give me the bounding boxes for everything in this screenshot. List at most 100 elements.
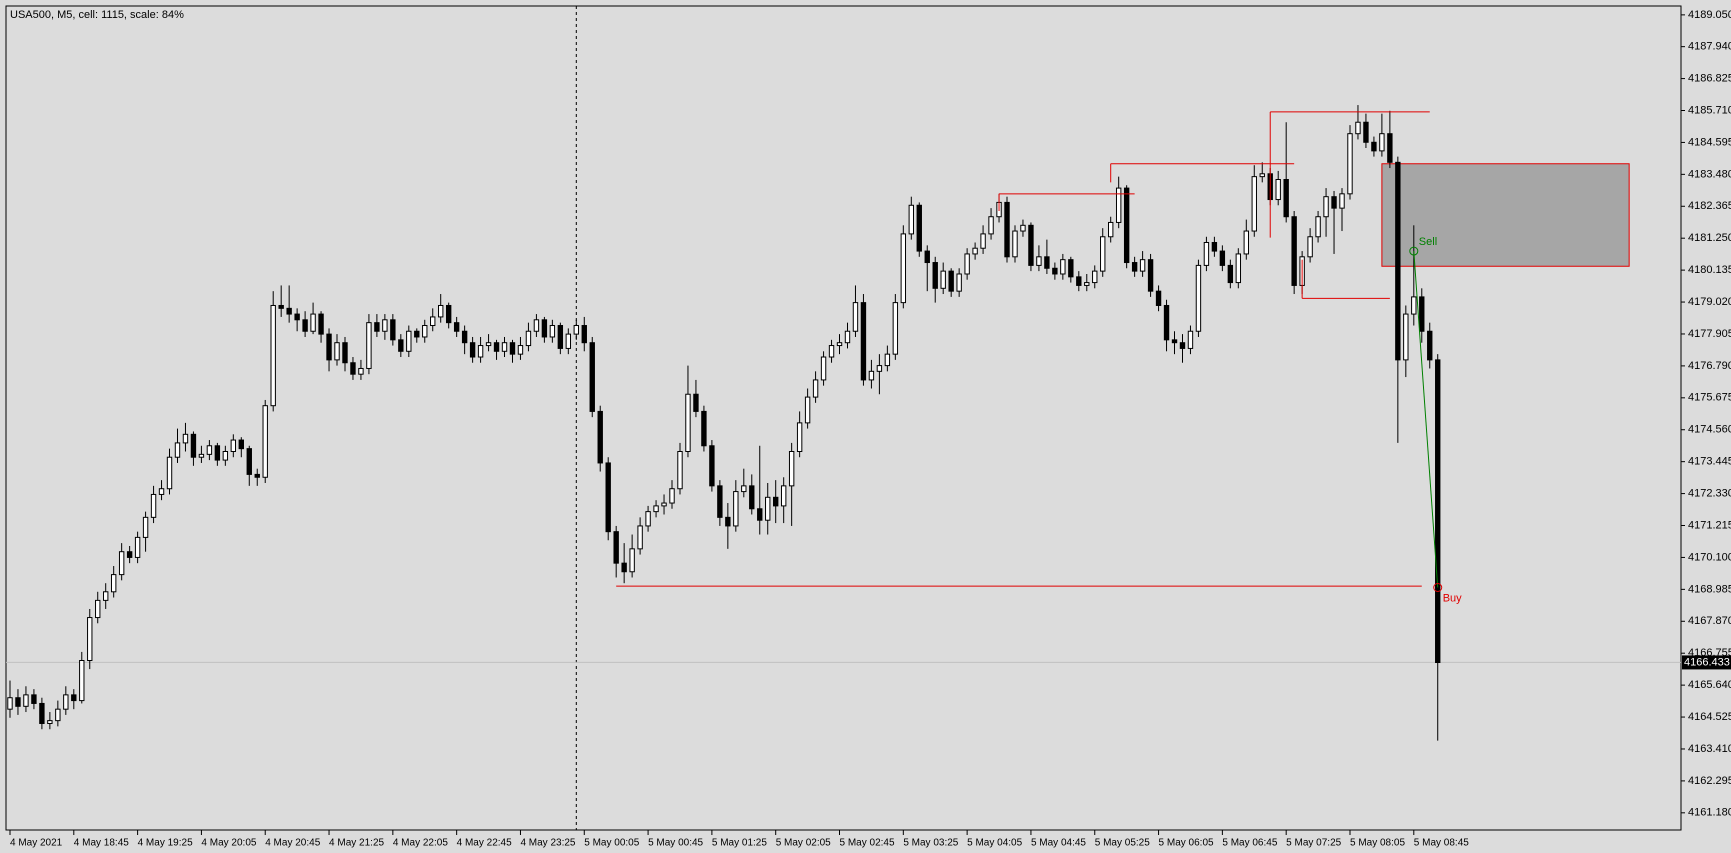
candle-body <box>1203 241 1210 266</box>
signal-marker <box>1433 582 1443 592</box>
candle-body <box>549 325 556 338</box>
candle-body <box>39 702 45 724</box>
candle-body <box>749 485 755 510</box>
candle-body <box>350 362 356 375</box>
candle-body <box>956 273 962 292</box>
candle-body <box>812 379 819 398</box>
candle-body <box>717 485 723 518</box>
candle-body <box>1331 196 1337 209</box>
plot-frame <box>5 5 1682 831</box>
candle-body <box>741 485 747 493</box>
candle-body <box>868 370 875 381</box>
candle-body <box>844 330 851 344</box>
x-tick-label: 5 May 00:45 <box>648 838 703 849</box>
chart-title: USA500, M5, cell: 1115, scale: 84% <box>10 9 184 21</box>
x-tick-label: 5 May 02:05 <box>776 838 831 849</box>
candle-body <box>238 439 244 450</box>
x-tick-label: 5 May 01:25 <box>712 838 767 849</box>
candle-body <box>828 345 835 358</box>
candle-body <box>334 342 340 361</box>
y-tick-label: 4173.445 <box>1688 456 1731 468</box>
candle-body <box>565 333 572 349</box>
y-tick-label: 4179.020 <box>1688 296 1731 308</box>
candle-body <box>406 330 412 352</box>
y-tick-label: 4182.365 <box>1688 200 1731 212</box>
candle-body <box>222 450 229 461</box>
x-tick-label: 5 May 02:45 <box>840 838 895 849</box>
candle-body <box>1435 359 1441 664</box>
candle-body <box>286 307 292 315</box>
candle-body <box>1427 330 1433 361</box>
y-tick-label: 4186.825 <box>1688 72 1731 84</box>
candle-body <box>71 694 77 702</box>
y-tick-label: 4162.295 <box>1688 775 1731 787</box>
candle-body <box>884 353 891 367</box>
candle-body <box>1036 256 1042 266</box>
candle-body <box>302 319 308 332</box>
zone <box>1381 163 1630 267</box>
y-tick-label: 4161.180 <box>1688 807 1731 819</box>
x-tick-label: 5 May 08:05 <box>1350 838 1405 849</box>
x-tick-label: 4 May 20:45 <box>265 838 320 849</box>
candle-body <box>661 502 667 507</box>
x-tick-label: 4 May 22:45 <box>457 838 512 849</box>
candle-body <box>31 694 37 704</box>
candle-body <box>1355 121 1361 135</box>
candle-body <box>1187 330 1194 349</box>
y-tick-label: 4181.250 <box>1688 232 1731 244</box>
candle-body <box>1004 201 1010 258</box>
candle-body <box>1403 313 1409 361</box>
candle-body <box>7 697 13 710</box>
candle-body <box>701 410 707 447</box>
y-tick-label: 4180.135 <box>1688 264 1731 276</box>
candle-body <box>773 496 779 507</box>
candle-body <box>1339 193 1345 209</box>
candle-body <box>940 270 946 289</box>
y-tick-label: 4171.215 <box>1688 519 1731 531</box>
signal-link <box>1413 251 1439 588</box>
candle-body <box>948 270 954 292</box>
candle-body <box>757 508 763 521</box>
candle-body <box>988 216 994 235</box>
x-tick-label: 4 May 20:05 <box>201 838 256 849</box>
candle-body <box>150 493 157 518</box>
y-tick-label: 4164.525 <box>1688 711 1731 723</box>
candle-body <box>87 617 93 662</box>
candle-body <box>366 322 372 369</box>
candle-body <box>23 694 29 707</box>
candle-body <box>63 694 69 710</box>
candle-body <box>1100 236 1106 272</box>
candle-body <box>166 456 173 490</box>
candle-body <box>1347 133 1353 195</box>
candle-body <box>1115 187 1122 223</box>
candle-body <box>916 204 922 252</box>
y-tick-label: 4176.790 <box>1688 360 1731 372</box>
candle-body <box>55 708 61 722</box>
y-tick-label: 4168.985 <box>1688 583 1731 595</box>
candle-body <box>15 697 21 707</box>
current-price-box <box>1682 655 1731 670</box>
candle-body <box>1179 342 1186 349</box>
candle-body <box>1227 264 1234 284</box>
candle-body <box>1379 133 1385 152</box>
candle-body <box>1060 259 1066 275</box>
candle-body <box>430 316 436 327</box>
x-tick-label: 5 May 06:45 <box>1222 838 1277 849</box>
y-tick-label: 4165.640 <box>1688 679 1731 691</box>
x-tick-label: 5 May 08:45 <box>1414 838 1469 849</box>
candle-body <box>206 445 213 455</box>
signal-marker <box>1409 246 1419 256</box>
candle-body <box>589 342 595 412</box>
candle-body <box>1123 187 1130 264</box>
candle-body <box>1307 236 1313 258</box>
candle-body <box>1171 339 1178 344</box>
x-tick-label: 5 May 03:25 <box>903 838 958 849</box>
y-tick-label: 4174.560 <box>1688 424 1731 436</box>
candle-body <box>1012 230 1018 258</box>
candle-body <box>95 599 101 619</box>
candle-body <box>1044 256 1050 269</box>
candle-body <box>214 445 221 461</box>
candle-body <box>557 325 564 349</box>
candle-body <box>509 342 516 355</box>
candle-body <box>685 393 691 452</box>
